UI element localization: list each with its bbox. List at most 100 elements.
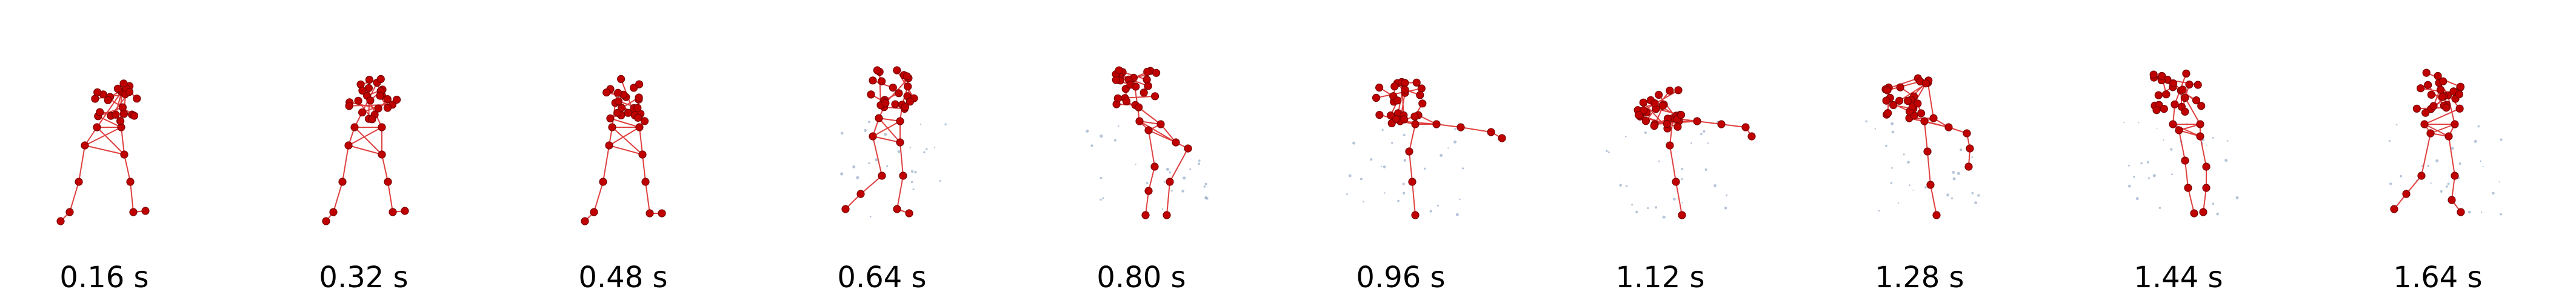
joint [1658,101,1667,110]
bone [1924,121,1949,128]
trace-dot [1891,167,1894,169]
trace-dot [884,133,887,136]
joint [2455,104,2464,113]
joint [638,150,647,159]
joint [2181,93,2189,102]
joint [605,141,613,150]
joint [1650,99,1659,108]
joint [2457,208,2465,216]
joint [2421,108,2430,117]
trace-dot [2163,139,2164,141]
trace-dot [1170,190,1173,192]
trace-dot [2395,124,2398,126]
joint [1903,96,1912,105]
bone [642,154,646,182]
joint [1411,120,1420,128]
joint [126,178,135,186]
trace-dot [1681,202,1683,204]
trace-dot [1897,202,1900,204]
trace-dot [1903,153,1905,156]
trace-dot [1453,140,1457,144]
trace-dot [1673,198,1676,201]
joints [1881,74,1974,219]
bone [872,136,901,143]
trace-dot [2212,202,2215,205]
joints [322,75,409,225]
joint [2178,85,2187,94]
bone [872,136,883,176]
joints [56,79,150,225]
bone [872,121,901,137]
joint [2196,120,2204,128]
trace-dot [1146,182,1149,184]
trace-dot [1403,134,1406,136]
trace-dot [2430,182,2432,184]
bone [84,145,125,155]
bone [354,127,382,155]
joint [1375,111,1384,119]
bone [878,118,901,143]
bone [1169,148,1189,182]
joint [2417,171,2426,180]
motion-trace [2123,121,2239,216]
trace-dot [1455,213,1459,216]
trace-dot [2212,137,2214,139]
joints [1372,78,1506,219]
trace-dot [1102,197,1104,199]
trace-dot [2451,147,2454,150]
trace-dot [1099,177,1103,179]
joint [329,208,338,216]
joint [1112,76,1120,84]
bone [612,127,643,155]
joint [1741,123,1750,132]
bone [1409,124,1416,152]
pose-frame-2 [322,75,409,225]
trace-dot [1952,171,1955,174]
joint [1405,147,1413,156]
joint [365,76,374,84]
pose-frame-10 [2389,68,2503,216]
trace-dot [2389,140,2391,142]
joint [2192,96,2201,105]
bone [609,127,640,146]
joint [1152,68,1161,77]
trace-dot [1907,161,1910,164]
joint [1677,111,1686,119]
bone [1124,95,1155,99]
joint [641,178,650,186]
trace-dot [2216,212,2219,216]
trace-dot [1363,201,1364,203]
bone [69,181,79,213]
joint [875,114,883,122]
trace-dot [1890,182,1893,184]
bone [354,82,378,128]
bone [899,142,904,176]
trace-dot [2498,181,2500,183]
joint [635,123,644,132]
trace-dot [1090,144,1093,147]
joint [646,209,654,218]
joint [2442,104,2451,112]
trace-dot [2127,184,2131,188]
trace-dot [912,188,915,190]
trace-dot [1360,178,1363,181]
joint [1417,84,1426,93]
bone [1643,89,1679,111]
joint [1926,181,1935,189]
joint [2160,105,2168,113]
joint [896,138,904,147]
joints [581,75,666,225]
bone [1669,118,1673,146]
joint [2190,209,2198,218]
trace-dot [1402,182,1405,185]
joint [1655,90,1663,99]
joint [133,95,141,103]
trace-dot [2435,159,2439,162]
pose-frame-4 [840,66,947,218]
joint [2424,81,2432,89]
trace-dot [1658,160,1660,162]
trace-dot [1383,165,1386,168]
joint [2182,69,2191,78]
joint [1498,134,1506,142]
bone [2203,187,2207,213]
